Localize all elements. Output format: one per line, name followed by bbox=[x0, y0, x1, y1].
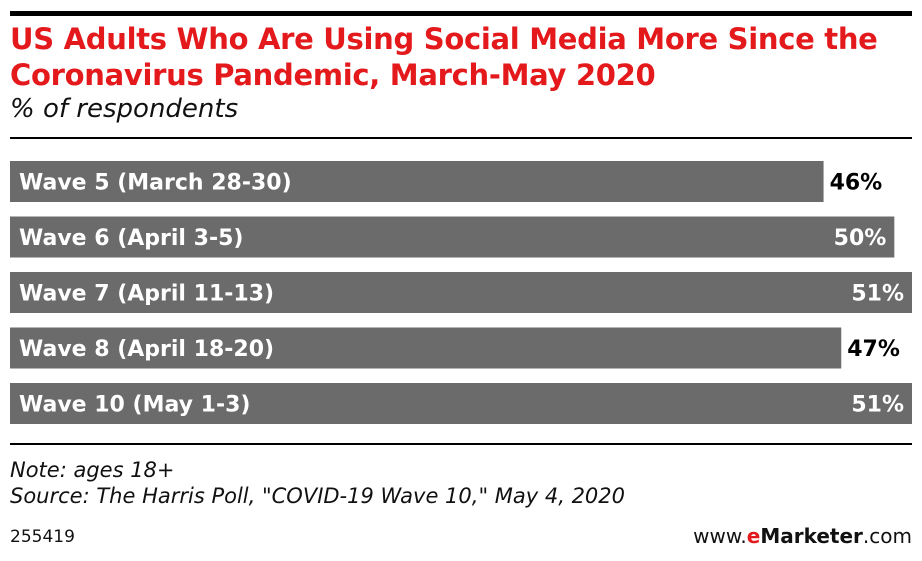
chart-note: Note: ages 18+ bbox=[10, 458, 175, 482]
category-label: Wave 8 (April 18-20) bbox=[19, 337, 274, 362]
brand-e: e bbox=[746, 524, 761, 548]
category-label: Wave 7 (April 11-13) bbox=[19, 282, 274, 307]
value-label: 50% bbox=[834, 226, 887, 251]
site-prefix: www. bbox=[693, 524, 747, 548]
bar bbox=[10, 327, 842, 369]
category-label: Wave 6 (April 3-5) bbox=[19, 226, 243, 251]
chart-subtitle: % of respondents bbox=[10, 94, 239, 124]
chart-title: US Adults Who Are Using Social Media Mor… bbox=[10, 22, 878, 92]
value-label: 51% bbox=[851, 282, 904, 307]
bar bbox=[10, 383, 912, 424]
bar bbox=[10, 216, 895, 258]
value-label: 47% bbox=[847, 337, 900, 362]
brand-name: Marketer bbox=[760, 524, 863, 548]
header-divider bbox=[10, 137, 912, 139]
value-label: 46% bbox=[830, 171, 883, 196]
bar bbox=[10, 272, 912, 313]
category-label: Wave 5 (March 28-30) bbox=[19, 171, 292, 196]
chart-id: 255419 bbox=[10, 527, 75, 547]
footer-divider bbox=[10, 443, 912, 445]
value-label: 51% bbox=[851, 393, 904, 418]
bar bbox=[10, 161, 824, 202]
category-label: Wave 10 (May 1-3) bbox=[19, 393, 250, 418]
top-rule bbox=[10, 11, 912, 16]
site-suffix: .com bbox=[862, 524, 912, 548]
emarketer-link[interactable]: www.eMarketer.com bbox=[693, 524, 912, 548]
chart-source: Source: The Harris Poll, "COVID-19 Wave … bbox=[10, 484, 626, 508]
